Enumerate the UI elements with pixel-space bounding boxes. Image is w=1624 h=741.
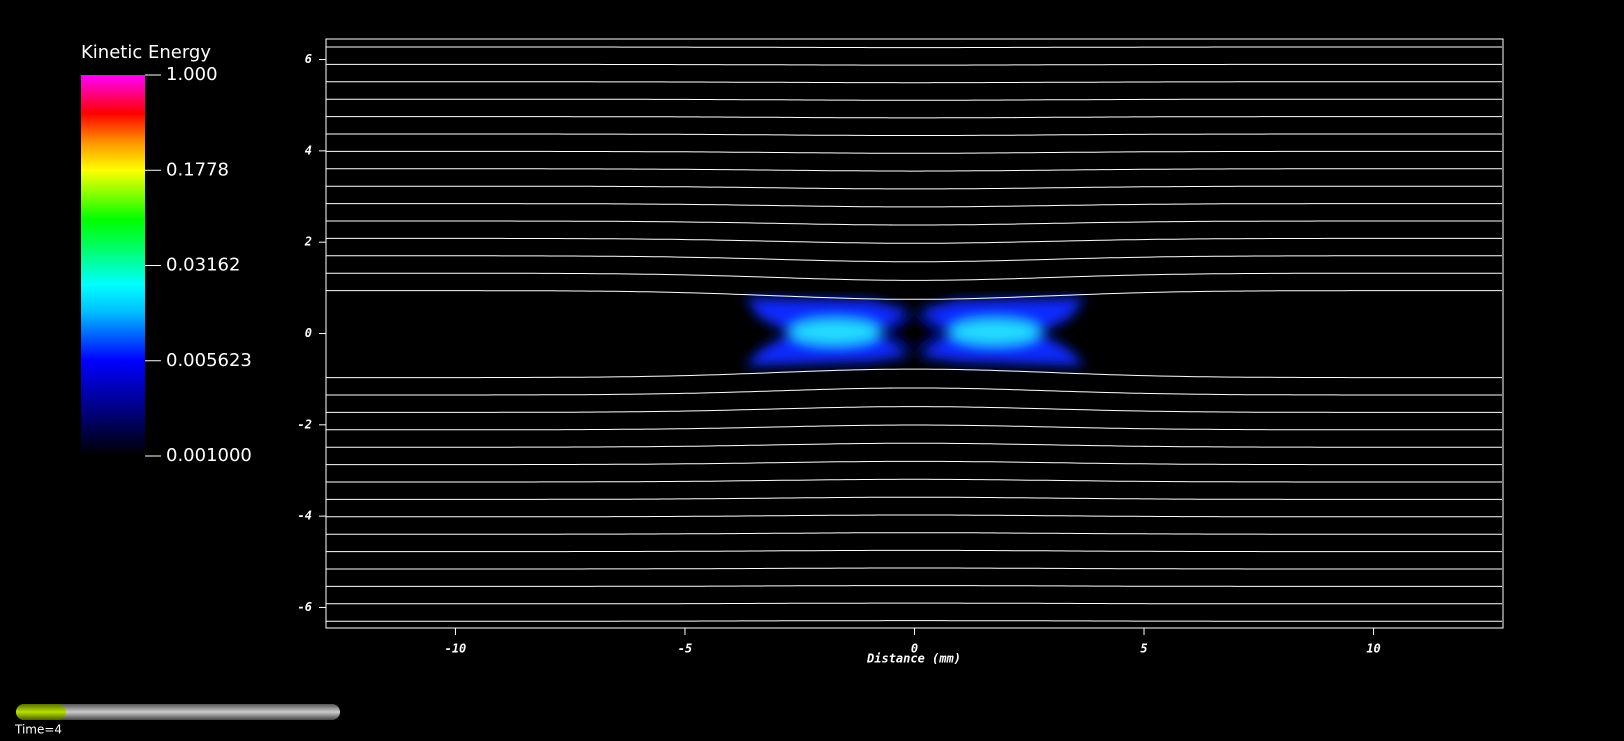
- streamline: [326, 602, 1502, 605]
- y-tick-label: -4: [298, 509, 312, 523]
- streamline: [326, 567, 1502, 570]
- time-slider-progress: [16, 704, 66, 720]
- streamline: [326, 290, 1502, 300]
- legend-tick-label: 0.03162: [166, 255, 240, 276]
- streamline: [326, 272, 1502, 281]
- y-tick-label: 2: [304, 235, 312, 249]
- time-label: Time=4: [14, 723, 62, 737]
- streamline: [326, 442, 1502, 448]
- streamline: [326, 98, 1502, 101]
- streamline: [326, 496, 1502, 500]
- streamline: [326, 63, 1502, 66]
- streamline: [326, 133, 1502, 136]
- x-tick-label: -5: [678, 642, 692, 656]
- y-tick-label: 0: [305, 326, 312, 340]
- streamline: [326, 460, 1502, 466]
- streamline: [326, 424, 1502, 431]
- streamline: [326, 532, 1502, 535]
- energy-field: [745, 298, 1085, 366]
- x-tick-label: -10: [445, 642, 467, 656]
- streamline: [326, 255, 1502, 263]
- streamline: [326, 81, 1502, 84]
- legend-title: Kinetic Energy: [81, 42, 211, 63]
- streamline: [326, 185, 1502, 190]
- streamline: [326, 368, 1502, 379]
- x-axis-label: Distance (mm): [866, 652, 961, 666]
- y-tick-label: 4: [305, 143, 312, 157]
- streamline: [326, 620, 1502, 622]
- color-bar: [81, 75, 145, 456]
- streamline: [326, 585, 1502, 587]
- streamline: [326, 220, 1502, 226]
- y-tick-label: -6: [298, 600, 312, 614]
- legend-tick-label: 0.1778: [166, 159, 229, 180]
- streamline: [326, 387, 1502, 396]
- x-tick-label: 10: [1366, 642, 1380, 656]
- streamline: [326, 549, 1502, 553]
- streamline: [326, 150, 1502, 154]
- legend-tick-label: 0.005623: [166, 350, 252, 371]
- streamline: [326, 116, 1502, 119]
- streamline: [326, 514, 1502, 518]
- y-tick-label: -2: [298, 417, 312, 431]
- time-slider[interactable]: [16, 704, 340, 720]
- x-tick-label: 5: [1140, 642, 1147, 656]
- streamline: [326, 478, 1502, 483]
- x-tick-label: 0: [911, 642, 918, 656]
- legend-tick-label: 0.001000: [166, 445, 252, 466]
- streamline: [326, 406, 1502, 413]
- streamline: [326, 237, 1502, 244]
- streamline: [326, 203, 1502, 208]
- streamline: [326, 168, 1502, 172]
- y-tick-label: 6: [305, 52, 312, 66]
- legend-tick-label: 1.000: [166, 64, 218, 85]
- streamline: [326, 46, 1502, 49]
